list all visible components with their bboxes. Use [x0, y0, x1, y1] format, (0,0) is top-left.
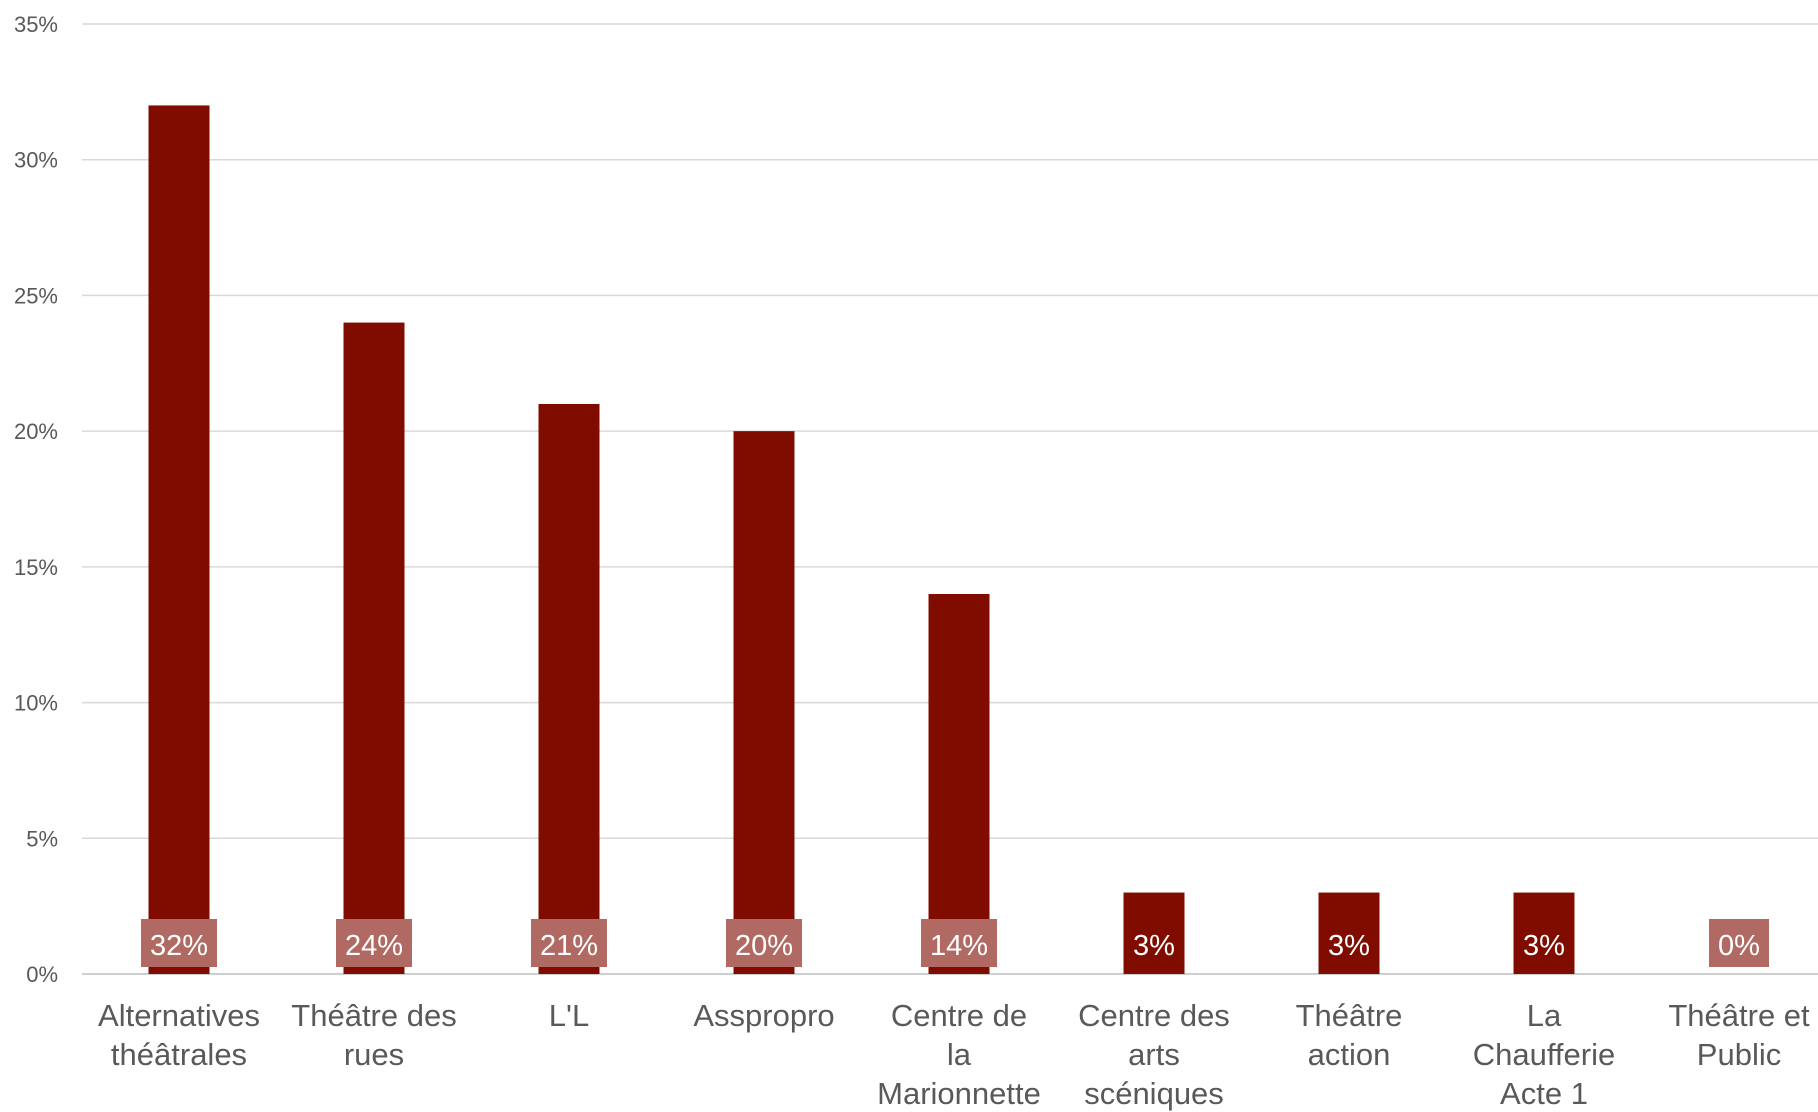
category-label: Public	[1697, 1037, 1781, 1072]
y-tick-label: 30%	[14, 148, 58, 173]
data-label-box	[336, 919, 412, 967]
data-label: 32%	[150, 930, 208, 962]
data-label-box	[921, 919, 997, 967]
data-labels: 32% 24% 21% 20% 14% 3% 3% 3% 0%	[141, 919, 1769, 967]
bar	[1513, 892, 1575, 974]
category-label: Marionnette	[877, 1076, 1041, 1111]
data-label-box	[726, 919, 802, 967]
category-label: Acte 1	[1500, 1076, 1588, 1111]
category-label: Alternatives	[98, 998, 260, 1033]
category-label: Théâtre	[1296, 998, 1403, 1033]
data-label: 21%	[540, 930, 598, 962]
bar	[733, 431, 795, 975]
category-label: Asspropro	[693, 998, 834, 1033]
bar	[148, 105, 210, 974]
bar	[538, 404, 600, 974]
category-label: L'L	[549, 998, 589, 1033]
category-label: Centre des	[1078, 998, 1230, 1033]
y-tick-label: 0%	[26, 962, 58, 987]
y-tick-label: 5%	[26, 826, 58, 851]
category-label: Théâtre et	[1668, 998, 1810, 1033]
category-labels: Alternatives théâtrales Théâtre des rues L'L…	[98, 998, 1810, 1111]
category-label: Centre de	[891, 998, 1027, 1033]
y-axis-tick-labels: 0% 5% 10% 15% 20% 25% 30% 35%	[14, 12, 58, 987]
category-label: théâtrales	[111, 1037, 247, 1072]
data-label: 14%	[930, 930, 988, 962]
data-label: 20%	[735, 930, 793, 962]
data-label-box	[531, 919, 607, 967]
category-label: Chaufferie	[1473, 1037, 1615, 1072]
y-tick-label: 20%	[14, 419, 58, 444]
data-label: 24%	[345, 930, 403, 962]
category-label: arts	[1128, 1037, 1180, 1072]
data-label: 3%	[1328, 930, 1370, 962]
data-label-box	[1709, 919, 1769, 967]
data-label-box	[141, 919, 217, 967]
y-tick-label: 15%	[14, 555, 58, 580]
category-label: rues	[344, 1037, 404, 1072]
data-label: 3%	[1523, 930, 1565, 962]
category-label: la	[947, 1037, 972, 1072]
category-label: scéniques	[1084, 1076, 1224, 1111]
bar	[343, 322, 405, 975]
y-tick-label: 25%	[14, 283, 58, 308]
category-label: La	[1527, 998, 1562, 1033]
bar	[1123, 892, 1185, 974]
data-label: 3%	[1133, 930, 1175, 962]
bar	[1318, 892, 1380, 974]
bar	[928, 594, 990, 974]
category-label: Théâtre des	[291, 998, 456, 1033]
y-tick-label: 10%	[14, 691, 58, 716]
bars	[148, 105, 1575, 975]
data-label: 0%	[1718, 930, 1760, 962]
y-tick-label: 35%	[14, 12, 58, 37]
category-label: action	[1308, 1037, 1391, 1072]
